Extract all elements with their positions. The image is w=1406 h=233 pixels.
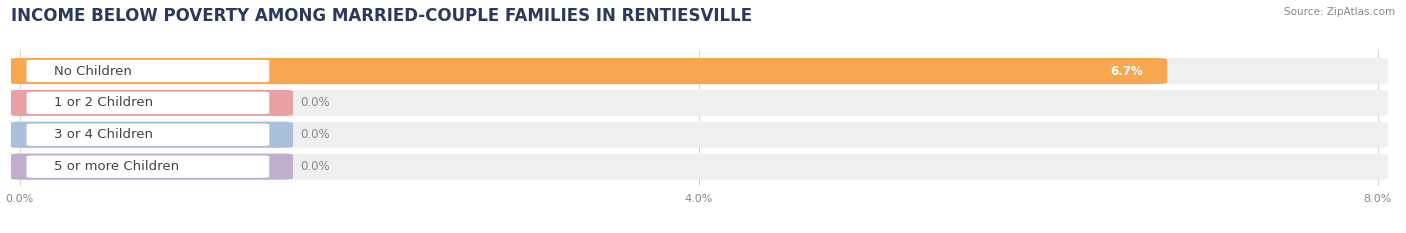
FancyBboxPatch shape xyxy=(10,154,292,180)
Text: INCOME BELOW POVERTY AMONG MARRIED-COUPLE FAMILIES IN RENTIESVILLE: INCOME BELOW POVERTY AMONG MARRIED-COUPL… xyxy=(11,7,752,25)
FancyBboxPatch shape xyxy=(10,58,1388,84)
Text: 0.0%: 0.0% xyxy=(299,96,329,110)
Text: 3 or 4 Children: 3 or 4 Children xyxy=(53,128,153,141)
FancyBboxPatch shape xyxy=(27,92,270,114)
FancyBboxPatch shape xyxy=(10,122,1388,148)
Text: 0.0%: 0.0% xyxy=(299,160,329,173)
Text: 1 or 2 Children: 1 or 2 Children xyxy=(53,96,153,110)
FancyBboxPatch shape xyxy=(27,60,270,82)
FancyBboxPatch shape xyxy=(10,154,1388,180)
FancyBboxPatch shape xyxy=(10,90,1388,116)
Text: 5 or more Children: 5 or more Children xyxy=(53,160,179,173)
Text: Source: ZipAtlas.com: Source: ZipAtlas.com xyxy=(1284,7,1395,17)
Text: 6.7%: 6.7% xyxy=(1111,65,1143,78)
FancyBboxPatch shape xyxy=(10,58,1167,84)
FancyBboxPatch shape xyxy=(10,122,292,148)
FancyBboxPatch shape xyxy=(27,155,270,178)
Text: No Children: No Children xyxy=(53,65,132,78)
Text: 0.0%: 0.0% xyxy=(299,128,329,141)
FancyBboxPatch shape xyxy=(27,124,270,146)
FancyBboxPatch shape xyxy=(10,90,292,116)
